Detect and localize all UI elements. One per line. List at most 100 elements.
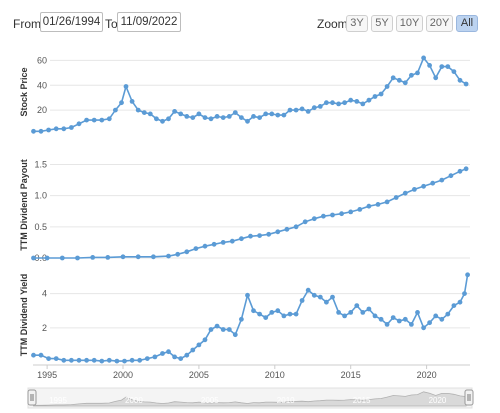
dividend-yield-point bbox=[462, 291, 467, 296]
stock-price-point bbox=[299, 106, 305, 112]
stock-price-point bbox=[69, 125, 74, 130]
zoom-3y-button[interactable]: 3Y bbox=[346, 15, 368, 32]
dividend-payout-point bbox=[439, 177, 445, 183]
dividend-yield-point bbox=[324, 299, 329, 305]
stock-price-point bbox=[281, 112, 287, 118]
dividend-yield-point bbox=[287, 311, 293, 317]
dividend-yield-point bbox=[202, 337, 208, 343]
dividend-payout-point bbox=[75, 255, 80, 261]
dividend-yield-point bbox=[31, 352, 36, 358]
dividend-payout-ytick-label: 0.5 bbox=[34, 222, 47, 232]
dividend-yield-point bbox=[99, 358, 105, 364]
stock-price-point bbox=[463, 81, 469, 87]
stock-price-point bbox=[123, 84, 129, 89]
stock-price-point bbox=[160, 118, 165, 124]
stock-price-point bbox=[317, 104, 323, 109]
dividend-payout-point bbox=[44, 255, 50, 261]
to-date-input[interactable]: 11/09/2022 bbox=[117, 12, 181, 32]
navigator-right-handle[interactable] bbox=[464, 389, 474, 406]
stock-price-panel: 20 40 60 Stock Price bbox=[19, 55, 470, 134]
navigator-left-handle[interactable] bbox=[27, 389, 37, 406]
dividend-yield-point bbox=[275, 308, 281, 314]
stock-price-point bbox=[202, 115, 208, 120]
from-date-input[interactable]: 01/26/1994 bbox=[40, 12, 103, 32]
dividend-yield-point bbox=[348, 310, 354, 315]
dividend-yield-ylabel: TTM Dividend Yield bbox=[19, 274, 29, 357]
dividend-payout-point bbox=[302, 219, 308, 225]
dividend-yield-point bbox=[299, 298, 305, 303]
stock-price-point bbox=[141, 110, 147, 115]
stock-price-point bbox=[396, 77, 402, 83]
dividend-yield-point bbox=[76, 357, 82, 363]
zoom-10y-button[interactable]: 10Y bbox=[396, 15, 423, 32]
dividend-yield-point bbox=[208, 327, 214, 332]
stock-price-point bbox=[232, 110, 238, 115]
dividend-yield-point bbox=[269, 310, 275, 315]
dividend-payout-point bbox=[330, 212, 335, 218]
dividend-yield-point bbox=[251, 308, 256, 314]
dividend-payout-point bbox=[393, 195, 399, 200]
dividend-payout-point bbox=[311, 216, 317, 222]
stock-price-point bbox=[46, 127, 51, 133]
dividend-payout-point bbox=[375, 202, 381, 207]
stock-price-point bbox=[226, 114, 232, 119]
dividend-yield-point bbox=[439, 316, 445, 322]
dividend-payout-point bbox=[248, 233, 253, 239]
stock-price-point bbox=[445, 64, 451, 69]
dividend-yield-point bbox=[263, 315, 269, 320]
stock-price-point bbox=[293, 107, 299, 113]
navigator[interactable]: 1995 2000 2005 2010 2015 2020 bbox=[27, 387, 474, 409]
dividend-yield-point bbox=[91, 357, 97, 363]
stock-price-point bbox=[421, 55, 426, 61]
x-axis: 1995 2000 2005 2010 2015 2020 bbox=[33, 364, 470, 380]
dividend-payout-point bbox=[457, 168, 463, 174]
stock-price-point bbox=[239, 115, 244, 120]
dividend-payout-point bbox=[284, 226, 290, 232]
stock-price-ytick-label: 40 bbox=[37, 80, 47, 90]
dividend-payout-point bbox=[120, 254, 126, 260]
stock-price-point bbox=[354, 99, 360, 104]
dividend-yield-point bbox=[409, 322, 414, 327]
dividend-yield-point bbox=[360, 310, 366, 315]
dividend-yield-point bbox=[129, 357, 135, 363]
stock-price-point bbox=[311, 105, 317, 111]
dividend-yield-point bbox=[257, 311, 262, 317]
stock-price-point bbox=[251, 114, 256, 119]
stock-price-point bbox=[147, 111, 153, 117]
navigator-tick-label: 2010 bbox=[277, 396, 295, 405]
dividend-payout-point bbox=[202, 243, 208, 249]
dividend-yield-point bbox=[239, 316, 244, 322]
stock-price-point bbox=[61, 126, 67, 132]
stock-price-point bbox=[190, 115, 196, 120]
dividend-yield-point bbox=[122, 358, 127, 364]
dividend-payout-point bbox=[339, 211, 344, 217]
dividend-payout-point bbox=[384, 199, 390, 205]
dividend-payout-point bbox=[448, 173, 454, 179]
zoom-label: Zoom: bbox=[317, 17, 352, 31]
navigator-tick-label: 2015 bbox=[353, 396, 371, 405]
dividend-payout-ylabel: TTM Dividend Payout bbox=[19, 159, 29, 251]
zoom-20y-button[interactable]: 20Y bbox=[426, 15, 453, 32]
dividend-payout-point bbox=[321, 213, 326, 219]
stock-price-point bbox=[451, 69, 457, 74]
stock-price-point bbox=[305, 109, 311, 114]
dividend-payout-point bbox=[402, 190, 408, 196]
dividend-yield-point bbox=[137, 357, 143, 363]
dividend-yield-point bbox=[457, 299, 463, 305]
stock-price-point bbox=[38, 128, 44, 134]
stock-price-point bbox=[53, 126, 59, 132]
zoom-all-button[interactable]: All bbox=[456, 15, 478, 32]
dividend-yield-point bbox=[144, 356, 150, 361]
stock-price-ytick-label: 60 bbox=[37, 55, 47, 65]
dividend-payout-point bbox=[135, 254, 141, 260]
stock-price-point bbox=[415, 70, 420, 76]
stock-price-point bbox=[178, 111, 184, 117]
dividend-payout-point bbox=[90, 255, 96, 260]
dividend-payout-point bbox=[257, 233, 262, 239]
zoom-5y-button[interactable]: 5Y bbox=[371, 15, 393, 32]
dividend-payout-ytick-label: 1.0 bbox=[34, 191, 47, 201]
dividend-yield-point bbox=[220, 327, 226, 332]
stock-price-point bbox=[154, 116, 159, 122]
stock-price-ytick-label: 20 bbox=[37, 105, 47, 115]
stock-price-point bbox=[31, 128, 36, 134]
